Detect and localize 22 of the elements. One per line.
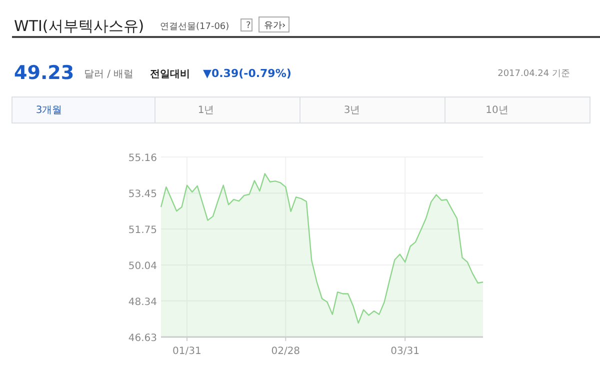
y-tick-label: 55.16 — [128, 153, 157, 164]
y-tick-label: 53.45 — [128, 189, 157, 200]
text: ? — [246, 21, 251, 31]
x-tick-label: 03/31 — [390, 346, 420, 357]
y-tick-label: 51.75 — [128, 224, 157, 236]
text: 1년 — [198, 105, 214, 116]
chart-title: WTI(서부텍사스유) — [14, 17, 144, 35]
text: 2017.04.24 기준 — [498, 69, 570, 79]
y-tick-label: 46.63 — [128, 333, 157, 344]
y-tick-label: 50.04 — [128, 261, 157, 272]
text: 3개월 — [36, 105, 62, 116]
y-tick-label: 48.34 — [128, 296, 157, 308]
text: ▼0.39(-0.79%) — [203, 67, 292, 80]
x-tick-label: 02/28 — [271, 346, 300, 357]
x-tick-label: 01/31 — [172, 346, 202, 357]
text: 연결선물(17-06) — [160, 22, 230, 32]
text: 49.23 — [14, 62, 74, 84]
text: 유가› — [264, 21, 286, 31]
text: 전일대비 — [150, 69, 190, 80]
text: 달러 / 배럴 — [84, 69, 134, 80]
text: 10년 — [486, 105, 508, 116]
text: 3년 — [344, 105, 360, 116]
